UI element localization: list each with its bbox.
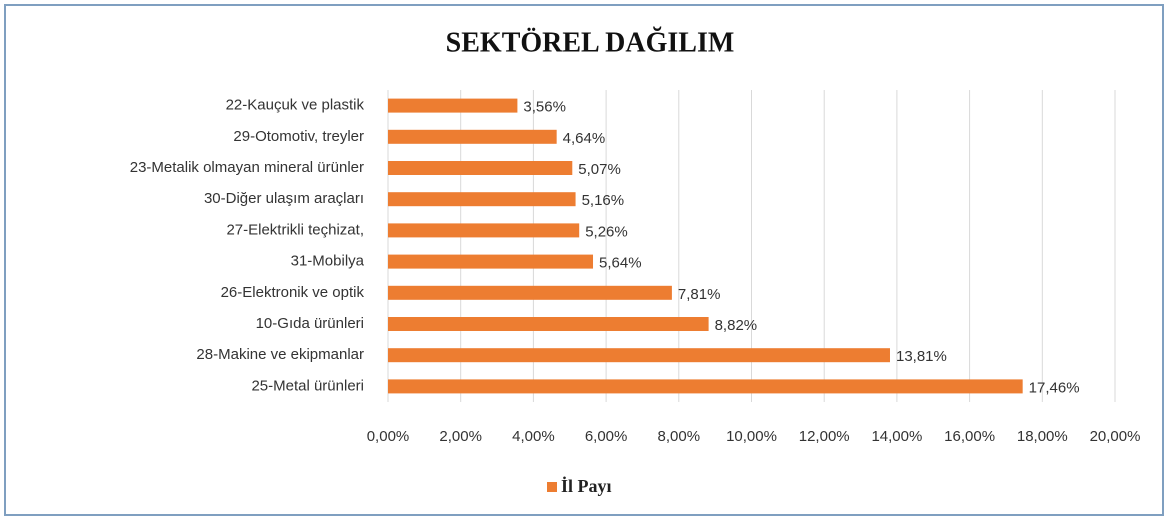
bar	[388, 317, 709, 331]
x-tick-label: 8,00%	[658, 428, 701, 445]
bar	[388, 285, 672, 300]
x-tick-label: 10,00%	[726, 428, 777, 445]
x-tick-label: 2,00%	[439, 428, 482, 445]
chart-title: SEKTÖREL DAĞILIM	[446, 27, 735, 58]
data-label: 17,46%	[1029, 379, 1080, 396]
data-label: 4,64%	[563, 130, 606, 147]
legend-label: İl Payı	[561, 476, 612, 496]
y-tick-label: 28-Makine ve ekipmanlar	[196, 346, 364, 363]
bar	[388, 192, 576, 207]
data-label: 3,56%	[523, 99, 566, 116]
x-tick-label: 14,00%	[871, 428, 922, 445]
bar	[388, 254, 594, 269]
x-tick-label: 6,00%	[585, 428, 628, 445]
y-tick-label: 10-Gıda ürünleri	[256, 315, 364, 332]
bar	[388, 98, 518, 113]
y-tick-label: 31-Mobilya	[291, 253, 365, 270]
data-label: 13,81%	[896, 348, 947, 365]
data-label: 8,82%	[715, 317, 758, 334]
x-tick-label: 4,00%	[512, 428, 555, 445]
x-tick-label: 18,00%	[1017, 428, 1068, 445]
data-label: 5,07%	[578, 161, 621, 178]
bar	[388, 379, 1023, 394]
legend-swatch	[547, 482, 557, 492]
y-tick-label: 30-Diğer ulaşım araçları	[204, 190, 364, 207]
y-tick-label: 29-Otomotiv, treyler	[233, 128, 364, 145]
x-tick-label: 20,00%	[1090, 428, 1141, 445]
x-tick-label: 0,00%	[367, 428, 410, 445]
bar	[388, 161, 573, 175]
y-tick-label: 23-Metalik olmayan mineral ürünler	[130, 159, 364, 176]
y-tick-label: 22-Kauçuk ve plastik	[226, 97, 365, 114]
y-tick-label: 26-Elektronik ve optik	[221, 284, 365, 301]
bar	[388, 129, 557, 144]
x-tick-label: 12,00%	[799, 428, 850, 445]
y-tick-label: 27-Elektrikli teçhizat,	[226, 221, 364, 238]
data-label: 7,81%	[678, 286, 721, 303]
data-label: 5,26%	[585, 223, 628, 240]
bar	[388, 223, 580, 238]
data-label: 5,64%	[599, 255, 642, 272]
bar	[388, 348, 890, 363]
data-label: 5,16%	[582, 192, 625, 209]
x-tick-label: 16,00%	[944, 428, 995, 445]
y-tick-label: 25-Metal ürünleri	[251, 377, 364, 394]
